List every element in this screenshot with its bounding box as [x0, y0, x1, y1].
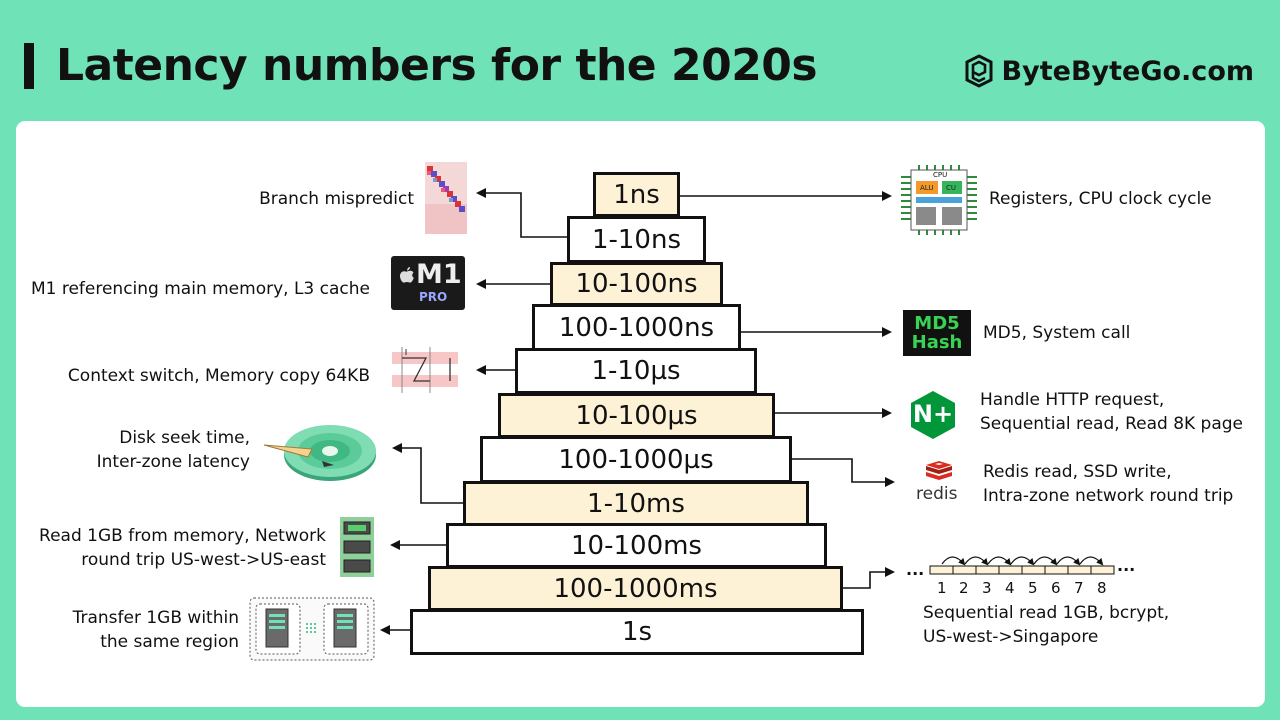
md5-line2: Hash: [911, 332, 963, 353]
cpu-text: CPU: [933, 171, 948, 179]
seq-number: 1: [937, 579, 947, 597]
tier-1ns: 1ns: [593, 172, 680, 217]
region-servers-icon: [249, 597, 375, 661]
m1-logo-text: M1: [416, 259, 462, 290]
title-accent-bar: [24, 43, 34, 89]
label-read-memory-line1: Read 1GB from memory, Network: [39, 526, 326, 546]
label-read-memory-line2: round trip US-west->US-east: [81, 550, 326, 570]
tier-10-100ms: 10-100ms: [446, 523, 827, 568]
tier-1-10us: 1-10µs: [515, 348, 757, 394]
seq-number: 8: [1097, 579, 1107, 597]
tier-10-100ns: 10-100ns: [550, 262, 723, 306]
label-http-line2: Sequential read, Read 8K page: [980, 414, 1244, 434]
m1-pro-chip-icon: M1 PRO: [391, 256, 465, 310]
tier-100-1000ns: 100-1000ns: [532, 304, 741, 351]
label-transfer: Transfer 1GB within the same region: [73, 606, 239, 654]
disk-icon: [263, 425, 376, 481]
label-md5: MD5, System call: [983, 323, 1131, 343]
seq-dots-left: ...: [906, 560, 925, 579]
cpu-pins-icon: [901, 165, 977, 235]
alu-text: ALU: [920, 184, 934, 192]
cu-text: CU: [946, 184, 957, 192]
label-transfer-line1: Transfer 1GB within: [72, 608, 239, 628]
seq-number: 4: [1005, 579, 1015, 597]
connector-branch: [476, 188, 568, 238]
label-context-switch: Context switch, Memory copy 64KB: [67, 366, 370, 386]
seq-number: 6: [1051, 579, 1061, 597]
connector-seq: [843, 567, 895, 589]
label-read-memory: Read 1GB from memory, Network round trip…: [39, 524, 326, 572]
bytebytego-logo-icon: [965, 54, 993, 88]
apple-logo-icon: [400, 267, 414, 283]
cpu-chip-icon: CPU ALU CU: [901, 165, 977, 235]
md5-hash-icon: MD5 Hash: [903, 310, 971, 356]
tier-100-1000ms: 100-1000ms: [428, 566, 843, 611]
label-redis: Redis read, SSD write, Intra-zone networ…: [983, 460, 1233, 508]
seq-number: 3: [982, 579, 992, 597]
seq-number: 7: [1074, 579, 1084, 597]
label-registers: Registers, CPU clock cycle: [989, 189, 1212, 209]
label-disk-seek-line1: Disk seek time,: [119, 428, 250, 448]
label-redis-line2: Intra-zone network round trip: [983, 486, 1234, 506]
connector-disk: [392, 443, 464, 504]
label-transfer-line2: the same region: [100, 632, 239, 652]
label-http-line1: Handle HTTP request,: [980, 390, 1165, 410]
nginx-icon: N+: [907, 389, 959, 441]
connector-redis: [791, 458, 895, 487]
seq-number: 5: [1028, 579, 1038, 597]
label-seq-read-line1: Sequential read 1GB, bcrypt,: [923, 603, 1170, 623]
label-disk-seek: Disk seek time, Inter-zone latency: [97, 426, 250, 474]
tier-1-10ns: 1-10ns: [567, 216, 706, 263]
redis-icon: redis: [914, 460, 964, 508]
memory-module-icon: [340, 517, 374, 577]
seq-dots-right: ...: [1117, 556, 1136, 575]
label-seq-read-line2: US-west->Singapore: [923, 627, 1099, 647]
label-m1-memory: M1 referencing main memory, L3 cache: [30, 279, 370, 299]
tier-1s: 1s: [410, 609, 864, 655]
m1-pro-text: PRO: [419, 290, 448, 304]
sequential-blocks-icon: [929, 556, 1115, 575]
md5-line1: MD5: [914, 313, 960, 334]
label-http: Handle HTTP request, Sequential read, Re…: [980, 388, 1243, 436]
tier-10-100us: 10-100µs: [498, 393, 775, 438]
branch-matrix-icon: [425, 162, 467, 234]
label-redis-line1: Redis read, SSD write,: [983, 462, 1172, 482]
brand-name: ByteByteGo.com: [1001, 55, 1254, 87]
nginx-text: N+: [912, 400, 954, 428]
label-seq-read: Sequential read 1GB, bcrypt, US-west->Si…: [923, 601, 1169, 649]
nginx-hexagon-icon: [911, 391, 955, 439]
page-title: Latency numbers for the 2020s: [56, 40, 818, 91]
context-switch-icon: [392, 347, 458, 393]
redis-text: redis: [916, 484, 958, 504]
redis-cubes-icon: [926, 461, 952, 480]
label-disk-seek-line2: Inter-zone latency: [96, 452, 250, 472]
label-branch-mispredict: Branch mispredict: [259, 189, 414, 209]
tier-100-1000us: 100-1000µs: [480, 436, 792, 483]
seq-number: 2: [959, 579, 969, 597]
brand[interactable]: ByteByteGo.com: [964, 54, 1254, 88]
tier-1-10ms: 1-10ms: [463, 481, 809, 526]
